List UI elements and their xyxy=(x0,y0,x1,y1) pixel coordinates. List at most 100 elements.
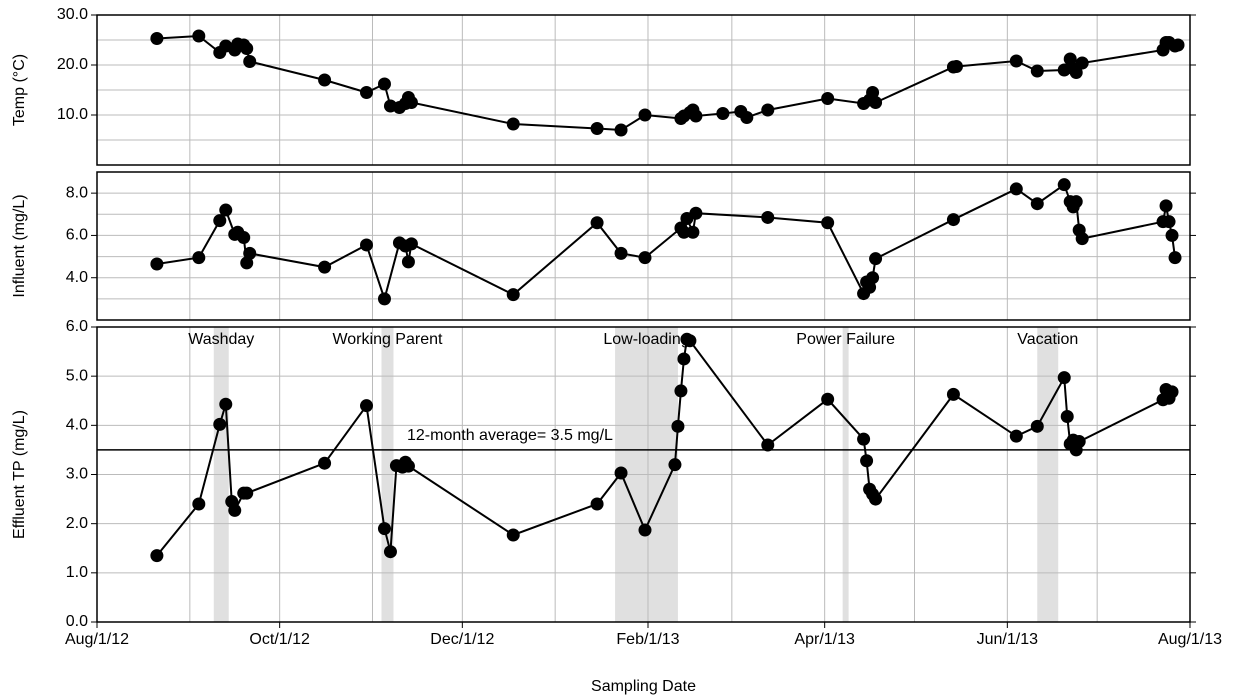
data-point xyxy=(506,288,520,302)
data-point xyxy=(318,73,332,87)
data-point xyxy=(150,257,164,271)
data-point xyxy=(243,55,257,68)
data-point xyxy=(614,246,628,260)
x-tick-label: Jun/1/13 xyxy=(977,631,1038,648)
data-point xyxy=(1030,64,1044,78)
data-point xyxy=(150,549,164,563)
y-axis-label: Influent (mg/L) xyxy=(11,194,28,297)
data-point xyxy=(689,109,703,123)
data-point xyxy=(821,216,835,230)
y-tick-label: 20.0 xyxy=(57,56,88,73)
data-point xyxy=(318,456,332,470)
x-tick-label: Apr/1/13 xyxy=(794,631,855,648)
data-point xyxy=(228,503,242,517)
data-point xyxy=(240,486,254,500)
data-point xyxy=(213,417,227,431)
x-tick-label: Aug/1/13 xyxy=(1158,631,1222,648)
data-point xyxy=(192,497,206,511)
data-point xyxy=(506,117,520,131)
data-point xyxy=(638,523,652,537)
data-point xyxy=(377,292,391,306)
x-axis-label: Sampling Date xyxy=(591,678,696,695)
data-point xyxy=(674,384,688,398)
series-line xyxy=(156,337,1173,557)
data-point xyxy=(949,60,963,73)
data-point xyxy=(686,225,700,239)
y-tick-label: 1.0 xyxy=(66,564,88,581)
y-tick-label: 3.0 xyxy=(66,466,88,483)
y-tick-label: 6.0 xyxy=(66,318,88,335)
data-point xyxy=(360,238,374,252)
data-point xyxy=(360,86,374,99)
data-point xyxy=(404,237,418,251)
data-point xyxy=(1165,385,1179,399)
data-point xyxy=(740,111,754,124)
data-point xyxy=(243,246,257,260)
span-label: Washday xyxy=(188,331,254,348)
data-point xyxy=(590,216,604,230)
data-point xyxy=(857,432,871,446)
data-point xyxy=(1162,215,1176,229)
data-point xyxy=(1069,66,1083,79)
data-point xyxy=(689,206,703,220)
y-tick-label: 2.0 xyxy=(66,515,88,532)
data-point xyxy=(683,334,697,348)
data-point xyxy=(377,522,391,536)
span-label: Power Failure xyxy=(796,331,895,348)
data-point xyxy=(237,231,251,245)
data-point xyxy=(638,108,652,122)
x-tick-label: Dec/1/12 xyxy=(430,631,494,648)
data-point xyxy=(1168,251,1182,265)
data-point xyxy=(866,86,880,99)
data-point xyxy=(869,492,883,506)
data-point xyxy=(1057,178,1071,192)
data-point xyxy=(761,210,775,224)
y-tick-label: 6.0 xyxy=(66,227,88,244)
data-point xyxy=(213,214,227,228)
data-point xyxy=(1009,54,1023,68)
data-point xyxy=(192,29,206,43)
data-point xyxy=(1165,228,1179,242)
data-point xyxy=(590,122,604,135)
data-point xyxy=(869,252,883,266)
x-tick-label: Aug/1/12 xyxy=(65,631,129,648)
y-tick-label: 0.0 xyxy=(66,613,88,630)
data-point xyxy=(869,96,883,109)
data-point xyxy=(506,528,520,542)
data-point xyxy=(668,458,682,472)
data-point xyxy=(383,545,397,559)
data-point xyxy=(1057,371,1071,385)
data-point xyxy=(1069,195,1083,209)
y-tick-label: 4.0 xyxy=(66,269,88,286)
panel-frame xyxy=(96,171,1191,321)
data-point xyxy=(318,260,332,274)
average-label: 12-month average= 3.5 mg/L xyxy=(407,427,613,444)
data-point xyxy=(761,438,775,452)
data-point xyxy=(401,459,415,473)
data-point xyxy=(360,399,374,413)
data-point xyxy=(1030,419,1044,433)
data-point xyxy=(677,225,691,239)
data-point xyxy=(614,466,628,480)
panel-frame xyxy=(96,14,1191,166)
data-point xyxy=(946,387,960,401)
data-point xyxy=(590,497,604,511)
data-point xyxy=(192,251,206,265)
data-point xyxy=(1009,429,1023,443)
data-point xyxy=(1009,182,1023,196)
series-line xyxy=(156,34,1179,132)
data-point xyxy=(821,92,835,105)
data-point xyxy=(401,255,415,269)
data-point xyxy=(614,123,628,137)
span-label: Working Parent xyxy=(332,331,443,348)
data-point xyxy=(860,454,874,468)
data-point xyxy=(1159,199,1173,213)
y-axis-label: Effluent TP (mg/L) xyxy=(11,410,28,539)
x-tick-label: Oct/1/12 xyxy=(249,631,310,648)
data-point xyxy=(1060,409,1074,423)
data-point xyxy=(866,271,880,285)
data-point xyxy=(946,213,960,227)
data-point xyxy=(1075,232,1089,246)
y-tick-label: 30.0 xyxy=(57,6,88,23)
